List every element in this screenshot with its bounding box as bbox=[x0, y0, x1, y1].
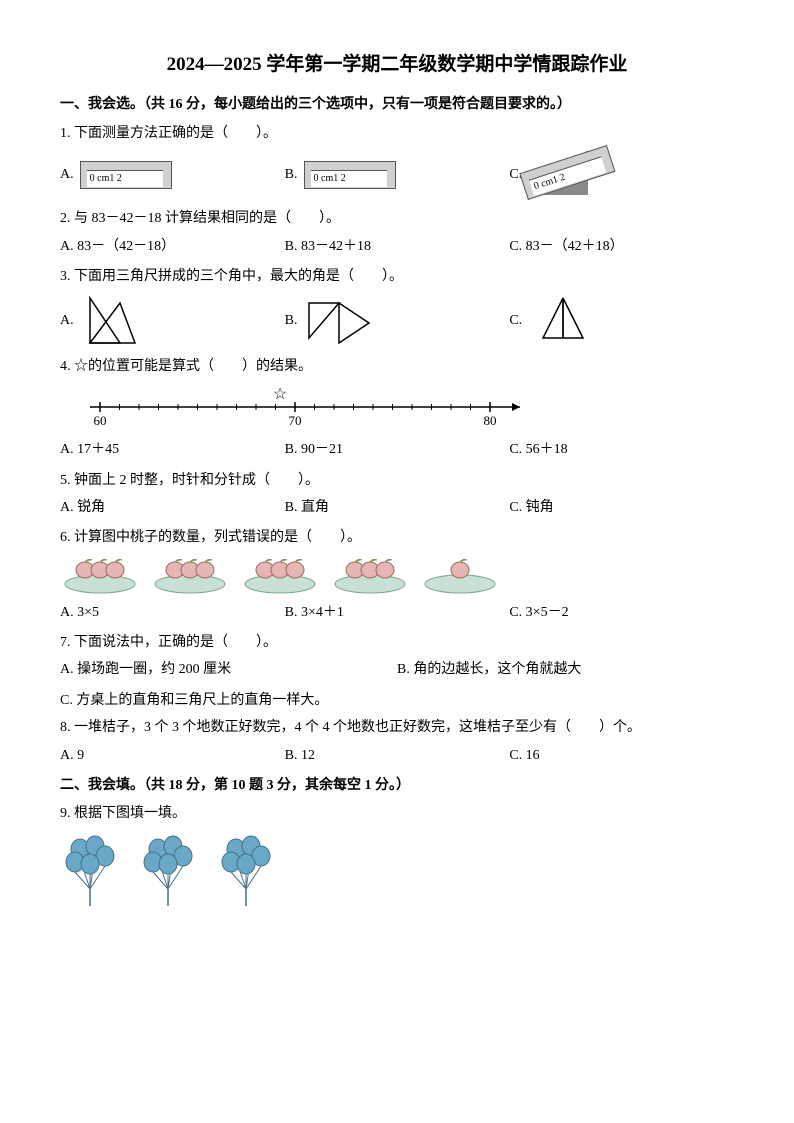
q5-opt-b: B. 直角 bbox=[285, 497, 510, 519]
q4-options: A. 17＋45 B. 90－21 C. 56＋18 bbox=[60, 439, 734, 461]
section2-header: 二、我会填。（共 18 分，第 10 题 3 分，其余每空 1 分。） bbox=[60, 775, 734, 797]
page-title: 2024—2025 学年第一学期二年级数学期中学情跟踪作业 bbox=[60, 50, 734, 80]
q6-options: A. 3×5 B. 3×4＋1 C. 3×5－2 bbox=[60, 602, 734, 624]
q3-opt-a: A. bbox=[60, 293, 285, 348]
star-icon: ☆ bbox=[273, 386, 287, 403]
q8-opt-a: A. 9 bbox=[60, 745, 285, 767]
triangle-set-icon bbox=[80, 293, 150, 348]
q4-text: 4. ☆的位置可能是算式（ ）的结果。 bbox=[60, 356, 734, 378]
peach-plate bbox=[420, 556, 500, 596]
q5-opt-c: C. 钝角 bbox=[509, 497, 734, 519]
q7-options-row1: A. 操场跑一圈，约 200 厘米 B. 角的边越长，这个角就越大 bbox=[60, 659, 734, 681]
peach-plate bbox=[330, 556, 410, 596]
q4-opt-b: B. 90－21 bbox=[285, 439, 510, 461]
balloon-clusters bbox=[60, 834, 734, 917]
q6-opt-a: A. 3×5 bbox=[60, 602, 285, 624]
q8-options: A. 9 B. 12 C. 16 bbox=[60, 745, 734, 767]
q6-opt-b: B. 3×4＋1 bbox=[285, 602, 510, 624]
svg-text:60: 60 bbox=[94, 413, 107, 427]
balloon-cluster bbox=[60, 834, 120, 917]
q2-opt-b: B. 83－42＋18 bbox=[285, 236, 510, 258]
q3-options: A. B. C. bbox=[60, 293, 734, 348]
svg-text:80: 80 bbox=[484, 413, 497, 427]
q7-text: 7. 下面说法中，正确的是（ ）。 bbox=[60, 632, 734, 654]
q1-opt-b: B. 0 cm1 2 bbox=[285, 150, 510, 200]
q6-text: 6. 计算图中桃子的数量，列式错误的是（ ）。 bbox=[60, 527, 734, 549]
ruler-tilted-icon: 0 cm1 2 bbox=[528, 150, 628, 200]
q3-text: 3. 下面用三角尺拼成的三个角中，最大的角是（ ）。 bbox=[60, 266, 734, 288]
peach-plate bbox=[240, 556, 320, 596]
ruler-icon: 0 cm1 2 bbox=[80, 161, 172, 189]
triangle-set-icon bbox=[528, 293, 598, 348]
q4-opt-c: C. 56＋18 bbox=[509, 439, 734, 461]
q1-text: 1. 下面测量方法正确的是（ ）。 bbox=[60, 123, 734, 145]
q7-opt-b: B. 角的边越长，这个角就越大 bbox=[397, 659, 734, 681]
balloon-cluster bbox=[216, 834, 276, 917]
triangle-set-icon bbox=[304, 293, 374, 348]
peach-plate bbox=[60, 556, 140, 596]
q3-opt-c: C. bbox=[509, 293, 734, 348]
q2-opt-a: A. 83－（42－18） bbox=[60, 236, 285, 258]
q7-opt-c: C. 方桌上的直角和三角尺上的直角一样大。 bbox=[60, 690, 734, 712]
peach-plates bbox=[60, 556, 734, 596]
balloon-cluster bbox=[138, 834, 198, 917]
q4-opt-a: A. 17＋45 bbox=[60, 439, 285, 461]
q1-opt-a: A. 0 cm1 2 bbox=[60, 150, 285, 200]
q2-opt-c: C. 83－（42＋18） bbox=[509, 236, 734, 258]
opt-label: A. bbox=[60, 164, 74, 186]
q7-opt-a: A. 操场跑一圈，约 200 厘米 bbox=[60, 659, 397, 681]
number-line: 60 70 80 ☆ bbox=[80, 385, 734, 435]
q9-text: 9. 根据下图填一填。 bbox=[60, 803, 734, 825]
q1-opt-c: C. 0 cm1 2 bbox=[509, 150, 734, 200]
q5-text: 5. 钟面上 2 时整，时针和分针成（ ）。 bbox=[60, 470, 734, 492]
opt-label: B. bbox=[285, 164, 298, 186]
peach-plate bbox=[150, 556, 230, 596]
q8-opt-c: C. 16 bbox=[509, 745, 734, 767]
q2-options: A. 83－（42－18） B. 83－42＋18 C. 83－（42＋18） bbox=[60, 236, 734, 258]
section1-header: 一、我会选。（共 16 分，每小题给出的三个选项中，只有一项是符合题目要求的。） bbox=[60, 94, 734, 116]
q3-opt-b: B. bbox=[285, 293, 510, 348]
ruler-icon: 0 cm1 2 bbox=[304, 161, 396, 189]
q6-opt-c: C. 3×5－2 bbox=[509, 602, 734, 624]
opt-label: B. bbox=[285, 310, 298, 332]
q8-opt-b: B. 12 bbox=[285, 745, 510, 767]
opt-label: A. bbox=[60, 310, 74, 332]
q5-options: A. 锐角 B. 直角 C. 钝角 bbox=[60, 497, 734, 519]
q1-options: A. 0 cm1 2 B. 0 cm1 2 C. 0 cm1 2 bbox=[60, 150, 734, 200]
q8-text: 8. 一堆桔子，3 个 3 个地数正好数完，4 个 4 个地数也正好数完，这堆桔… bbox=[60, 717, 734, 739]
q5-opt-a: A. 锐角 bbox=[60, 497, 285, 519]
svg-text:70: 70 bbox=[289, 413, 302, 427]
q2-text: 2. 与 83－42－18 计算结果相同的是（ ）。 bbox=[60, 208, 734, 230]
opt-label: C. bbox=[509, 310, 522, 332]
